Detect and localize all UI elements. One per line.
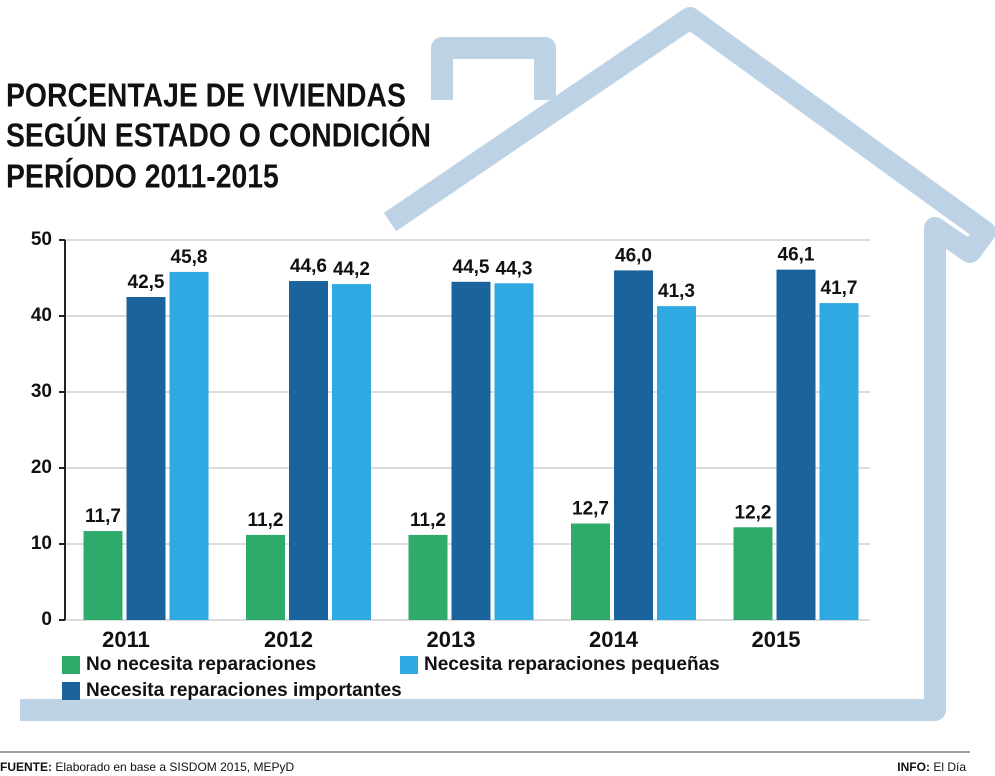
bar [332, 284, 371, 620]
bar [169, 271, 209, 620]
bar [733, 527, 773, 620]
bar [819, 303, 859, 620]
bar [494, 283, 534, 620]
value-label: 42,5 [128, 272, 165, 293]
bar [776, 269, 816, 620]
legend-swatch [400, 656, 418, 674]
legend-label: Necesita reparaciones pequeñas [424, 654, 720, 675]
y-tick-label: 40 [31, 305, 52, 326]
source-label: FUENTE: [0, 760, 52, 774]
bar [126, 297, 166, 620]
y-tick-label: 0 [41, 609, 52, 630]
credit: INFO: El Día [897, 760, 966, 774]
x-tick-label: 2015 [752, 627, 801, 652]
y-tick-label: 20 [31, 457, 52, 478]
value-label: 11,2 [410, 510, 446, 531]
value-label: 46,0 [615, 245, 652, 266]
credit-label: INFO: [897, 760, 930, 774]
legend-label: Necesita reparaciones importantes [86, 680, 402, 701]
value-label: 41,7 [821, 278, 858, 299]
chart-title: PERÍODO 2011-2015 [6, 158, 279, 196]
y-tick-label: 10 [31, 533, 52, 554]
x-tick-label: 2014 [589, 627, 639, 652]
value-label: 11,7 [85, 506, 121, 527]
value-label: 44,3 [496, 258, 533, 279]
bar [657, 306, 696, 620]
y-tick-label: 30 [31, 381, 52, 402]
y-tick-label: 50 [31, 229, 52, 250]
source: FUENTE: Elaborado en base a SISDOM 2015,… [0, 760, 294, 774]
title-group: PORCENTAJE DE VIVIENDAS SEGÚN ESTADO O C… [6, 77, 431, 196]
chart-title: PORCENTAJE DE VIVIENDAS [6, 77, 406, 115]
value-label: 44,5 [453, 257, 490, 278]
bar [408, 534, 448, 620]
value-label: 45,8 [171, 247, 208, 268]
value-label: 41,3 [658, 281, 695, 302]
bar [83, 531, 123, 620]
value-label: 46,1 [778, 245, 815, 266]
legend-swatch [62, 656, 80, 674]
bar [289, 281, 328, 620]
bar [614, 270, 653, 620]
bar [571, 523, 610, 620]
bar [246, 534, 285, 620]
house-outline [20, 7, 995, 721]
x-tick-label: 2013 [427, 627, 476, 652]
value-label: 44,6 [290, 256, 327, 277]
value-label: 12,7 [572, 498, 609, 519]
credit-text: El Día [933, 760, 966, 774]
x-tick-label: 2012 [264, 627, 313, 652]
x-tick-label: 2011 [102, 627, 150, 652]
chart-title: SEGÚN ESTADO O CONDICIÓN [6, 116, 431, 155]
bar [451, 281, 491, 620]
legend-swatch [62, 682, 80, 700]
source-text: Elaborado en base a SISDOM 2015, MEPyD [55, 760, 294, 774]
value-label: 11,2 [248, 510, 284, 531]
legend-label: No necesita reparaciones [86, 654, 316, 675]
value-label: 44,2 [333, 259, 370, 280]
value-label: 12,2 [735, 502, 772, 523]
